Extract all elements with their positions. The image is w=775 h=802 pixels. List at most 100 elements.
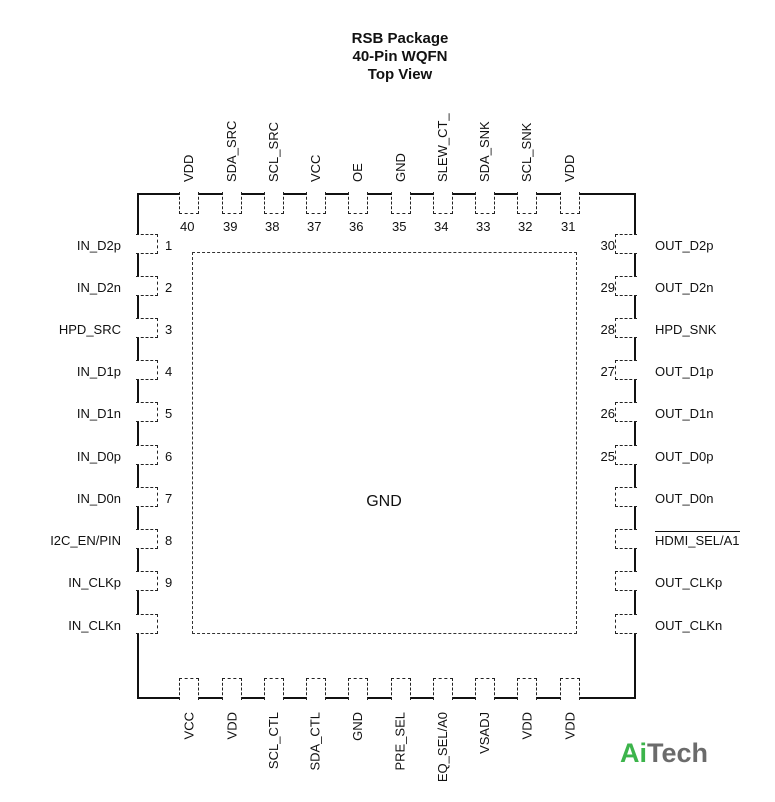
bottom-pin-pad (348, 678, 368, 700)
top-pin-pad (433, 192, 453, 214)
right-pin-name: HPD_SNK (655, 322, 717, 337)
thermal-pad-label: GND (366, 493, 402, 510)
bottom-pin-name: PRE_SEL (393, 712, 408, 771)
bottom-pin-name: VDD (224, 712, 239, 740)
top-pin-pad (560, 192, 580, 214)
bottom-pin-pad (475, 678, 495, 700)
right-pin-name: OUT_D0n (655, 491, 714, 506)
top-pin-number: 34 (434, 219, 449, 234)
bottom-pin-pad (560, 678, 580, 700)
top-pin-number: 35 (392, 219, 407, 234)
left-pin-name: IN_D0p (76, 449, 121, 464)
bottom-pin-pad (222, 678, 242, 700)
top-pin-name: SDA_SRC (224, 120, 239, 182)
top-pin-name: GND (393, 153, 408, 182)
right-pin-name: OUT_CLKn (655, 618, 723, 633)
left-pin-pad (136, 487, 158, 507)
right-pin-number: 27 (600, 364, 615, 379)
right-pin-number: 25 (600, 449, 615, 464)
left-pin-pad (136, 571, 158, 591)
right-pin-pad (615, 614, 637, 634)
top-pin-number: 40 (180, 219, 195, 234)
left-pin-pad (136, 276, 158, 296)
left-pin-number: 7 (165, 491, 173, 506)
top-pin-number: 37 (307, 219, 322, 234)
bottom-pin-pad (179, 678, 199, 700)
top-pin-name: SCL_SNK (519, 122, 534, 182)
right-pin-number: 26 (600, 406, 615, 421)
bottom-pin-pad (517, 678, 537, 700)
left-pin-number: 8 (165, 533, 173, 548)
bottom-pin-name: VDD (519, 712, 534, 740)
right-pin-name: OUT_D1n (655, 406, 714, 421)
bottom-pin-name: EQ_SEL/A0 (435, 712, 450, 783)
aitech-logo: AiTech (620, 738, 708, 769)
bottom-pin-name: SDA_CTL (308, 712, 323, 771)
top-pin-name: VCC (308, 154, 323, 182)
logo-part-ai: Ai (620, 738, 647, 768)
right-pin-name: OUT_D2p (655, 238, 714, 253)
left-pin-pad (136, 445, 158, 465)
bottom-pin-pad (433, 678, 453, 700)
bottom-pin-name: VSADJ (477, 712, 492, 754)
left-pin-name: IN_CLKp (68, 575, 121, 590)
bottom-pin-pad (306, 678, 326, 700)
top-pin-pad (475, 192, 495, 214)
left-pin-name: IN_D0n (76, 491, 121, 506)
left-pin-name: IN_D2p (76, 238, 121, 253)
exposed-thermal-pad (192, 252, 577, 634)
right-pin-number: 29 (600, 280, 615, 295)
right-pin-name: OUT_D2n (655, 280, 714, 295)
top-pin-number: 32 (518, 219, 533, 234)
bottom-pin-name: VCC (181, 712, 196, 740)
top-pin-name: OE (350, 163, 365, 182)
top-pin-pad (222, 192, 242, 214)
left-pin-number: 9 (165, 575, 173, 590)
top-pin-name: VDD (562, 154, 577, 182)
left-pin-pad (136, 318, 158, 338)
top-pin-name: VDD (181, 154, 196, 182)
left-pin-number: 3 (165, 322, 173, 337)
left-pin-pad (136, 402, 158, 422)
left-pin-pad (136, 529, 158, 549)
right-pin-name: OUT_D1p (655, 364, 714, 379)
left-pin-number: 4 (165, 364, 173, 379)
left-pin-name: IN_D1p (76, 364, 121, 379)
right-pin-pad (615, 276, 637, 296)
top-pin-pad (348, 192, 368, 214)
left-pin-pad (136, 234, 158, 254)
bottom-pin-pad (391, 678, 411, 700)
right-pin-pad (615, 445, 637, 465)
title-line-2: 40-Pin WQFN (352, 48, 448, 65)
bottom-pin-pad (264, 678, 284, 700)
left-pin-name: IN_D2n (76, 280, 121, 295)
top-pin-name: SCL_SRC (266, 122, 281, 182)
top-pin-pad (179, 192, 199, 214)
left-pin-number: 5 (165, 406, 173, 421)
top-pin-number: 31 (561, 219, 576, 234)
right-pin-pad (615, 318, 637, 338)
left-pin-name: IN_D1n (76, 406, 121, 421)
top-pin-number: 33 (476, 219, 491, 234)
bottom-pin-name: SCL_CTL (266, 712, 281, 770)
logo-part-tech: Tech (647, 738, 709, 768)
top-pin-pad (391, 192, 411, 214)
right-pin-name: OUT_D0p (655, 449, 714, 464)
right-pin-name: OUT_CLKp (655, 575, 723, 590)
top-pin-pad (306, 192, 326, 214)
right-pin-pad (615, 529, 637, 549)
top-pin-number: 38 (265, 219, 280, 234)
left-pin-pad (136, 360, 158, 380)
title-line-1: RSB Package (351, 30, 449, 47)
right-pin-number: 30 (600, 238, 615, 253)
top-pin-pad (264, 192, 284, 214)
left-pin-number: 2 (165, 280, 173, 295)
left-pin-name: HPD_SRC (58, 322, 121, 337)
right-pin-pad (615, 487, 637, 507)
right-pin-pad (615, 360, 637, 380)
left-pin-number: 1 (165, 238, 173, 253)
title-line-3: Top View (367, 66, 433, 83)
right-pin-pad (615, 402, 637, 422)
bottom-pin-name: GND (350, 712, 365, 741)
top-pin-number: 39 (223, 219, 238, 234)
